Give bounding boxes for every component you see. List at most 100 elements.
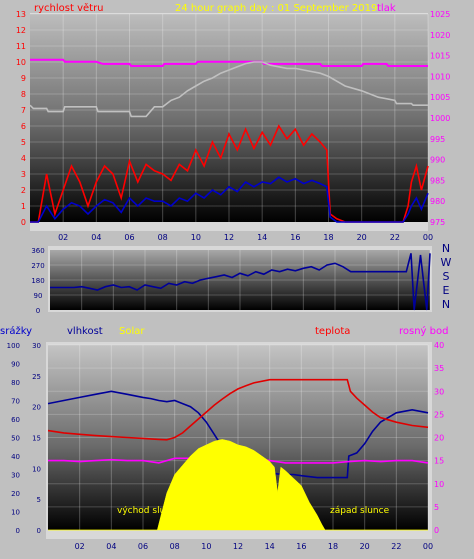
x-tick-label: 02 [58,233,68,242]
series-pressure-line [30,58,428,67]
axis-tick-label: 4 [21,154,26,163]
x-tick-label: 22 [390,233,400,242]
x-tick-label: 04 [106,542,116,551]
compass-label: W [441,256,452,269]
pressure-axis: 975 980 985 990 995 1000 1005 1010 1015 1020 1025 [430,10,450,227]
series-solar-area [48,439,428,531]
axis-tick-label: 50 [11,435,20,443]
axis-tick-label: 25 [32,373,41,381]
axis-tick-label: 9 [21,74,26,83]
axis-tick-label: 7 [21,106,26,115]
axis-tick-label: 90 [34,292,43,300]
axis-tick-label: 1015 [430,52,450,61]
axis-tick-label: 360 [31,247,44,255]
axis-tick-label: 40 [11,453,20,461]
x-tick-label: 14 [265,542,275,551]
axis-tick-label: 2 [21,186,26,195]
axis-tick-label: 5 [434,503,439,512]
axis-tick-label: 25 [434,410,444,419]
x-tick-label: 18 [328,542,338,551]
axis-tick-label: 1020 [430,31,450,40]
temp-time-axis: 02 04 06 08 10 12 14 16 18 20 22 00 [75,542,434,551]
axis-tick-label: 3 [21,170,26,179]
axis-tick-label: 12 [16,26,26,35]
series-direction-line [50,253,431,311]
axis-tick-label: 1010 [430,72,450,81]
axis-tick-label: 30 [434,387,444,396]
dew-point-axis-title: rosný bod [399,325,448,337]
direction-series [50,253,431,311]
axis-tick-label: 30 [11,472,20,480]
axis-tick-label: 10 [11,509,20,517]
temperature-axis-title: teplota [315,326,350,337]
x-tick-label: 00 [423,542,433,551]
x-tick-label: 20 [360,542,370,551]
axis-tick-label: 1025 [430,10,450,19]
x-tick-label: 08 [158,233,168,242]
axis-tick-label: 40 [434,341,444,350]
axis-tick-label: 0 [37,527,41,535]
solar-legend: Solar [119,326,145,337]
axis-tick-label: 975 [430,218,445,227]
compass-label: E [443,284,450,297]
axis-tick-label: 20 [32,404,41,412]
wind-series [29,58,429,223]
axis-tick-label: 990 [430,156,445,165]
axis-tick-label: 15 [32,435,41,443]
x-tick-label: 02 [75,542,85,551]
x-tick-label: 16 [290,233,300,242]
pressure-axis-title: tlak [377,3,396,14]
axis-tick-label: 180 [31,277,44,285]
temp-series [47,378,429,531]
sunrise-annotation: východ slu [117,506,165,516]
humidity-axis-title: vlhkost [67,326,103,337]
axis-tick-label: 1 [21,202,26,211]
temperature-axis: 0 5 10 15 20 25 30 35 40 [434,341,444,535]
wind-speed-axis-title: rychlost větru [34,2,104,14]
axis-tick-label: 10 [16,58,26,67]
series-temperature-line [47,378,429,441]
axis-tick-label: 70 [11,398,20,406]
axis-tick-label: 20 [11,490,20,498]
axis-tick-label: 995 [430,135,445,144]
axis-tick-label: 0 [16,527,20,535]
wind-time-axis: 02 04 06 08 10 12 14 16 18 20 22 00 [58,233,433,242]
axis-tick-label: 10 [434,480,444,489]
direction-axis: 360 270 180 90 0 [31,247,44,315]
axis-tick-label: 985 [430,176,445,185]
compass-label: S [443,270,450,283]
x-tick-label: 14 [257,233,267,242]
x-tick-label: 22 [391,542,401,551]
axis-tick-label: 980 [430,197,445,206]
x-tick-label: 10 [191,233,201,242]
humidity-axis: 0 5 10 15 20 25 30 [32,342,41,535]
axis-tick-label: 100 [7,342,20,350]
x-tick-label: 06 [138,542,148,551]
rain-axis-title: srážky [0,325,32,337]
x-tick-label: 10 [201,542,211,551]
axis-tick-label: 15 [434,457,444,466]
axis-tick-label: 60 [11,416,20,424]
x-tick-label: 06 [124,233,134,242]
sunset-annotation: západ slunce [330,506,390,516]
x-tick-label: 16 [296,542,306,551]
x-tick-label: 12 [224,233,234,242]
x-tick-label: 00 [423,233,433,242]
axis-tick-label: 8 [21,90,26,99]
wind-grid [30,13,429,222]
axis-tick-label: 270 [31,262,44,270]
x-tick-label: 08 [170,542,180,551]
axis-tick-label: 0 [434,526,439,535]
axis-tick-label: 20 [434,434,444,443]
axis-tick-label: 1005 [430,93,450,102]
x-tick-label: 12 [233,542,243,551]
compass-label: N [442,298,450,311]
x-tick-label: 18 [323,233,333,242]
direction-grid [50,250,431,310]
axis-tick-label: 80 [11,379,20,387]
axis-tick-label: 10 [32,465,41,473]
rain-axis: 0 10 20 30 40 50 60 70 80 90 100 [7,342,20,535]
